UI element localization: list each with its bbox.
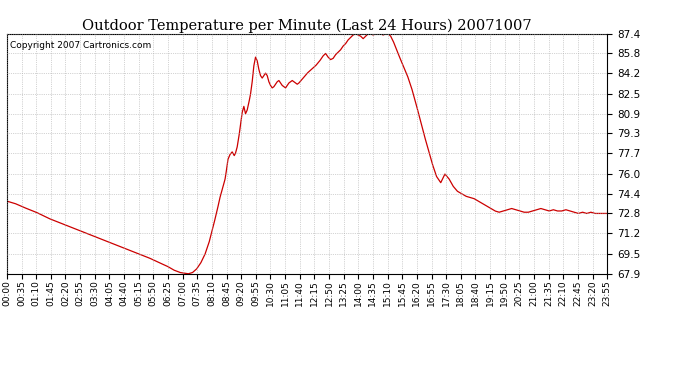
Text: Copyright 2007 Cartronics.com: Copyright 2007 Cartronics.com [10, 41, 151, 50]
Title: Outdoor Temperature per Minute (Last 24 Hours) 20071007: Outdoor Temperature per Minute (Last 24 … [82, 18, 532, 33]
